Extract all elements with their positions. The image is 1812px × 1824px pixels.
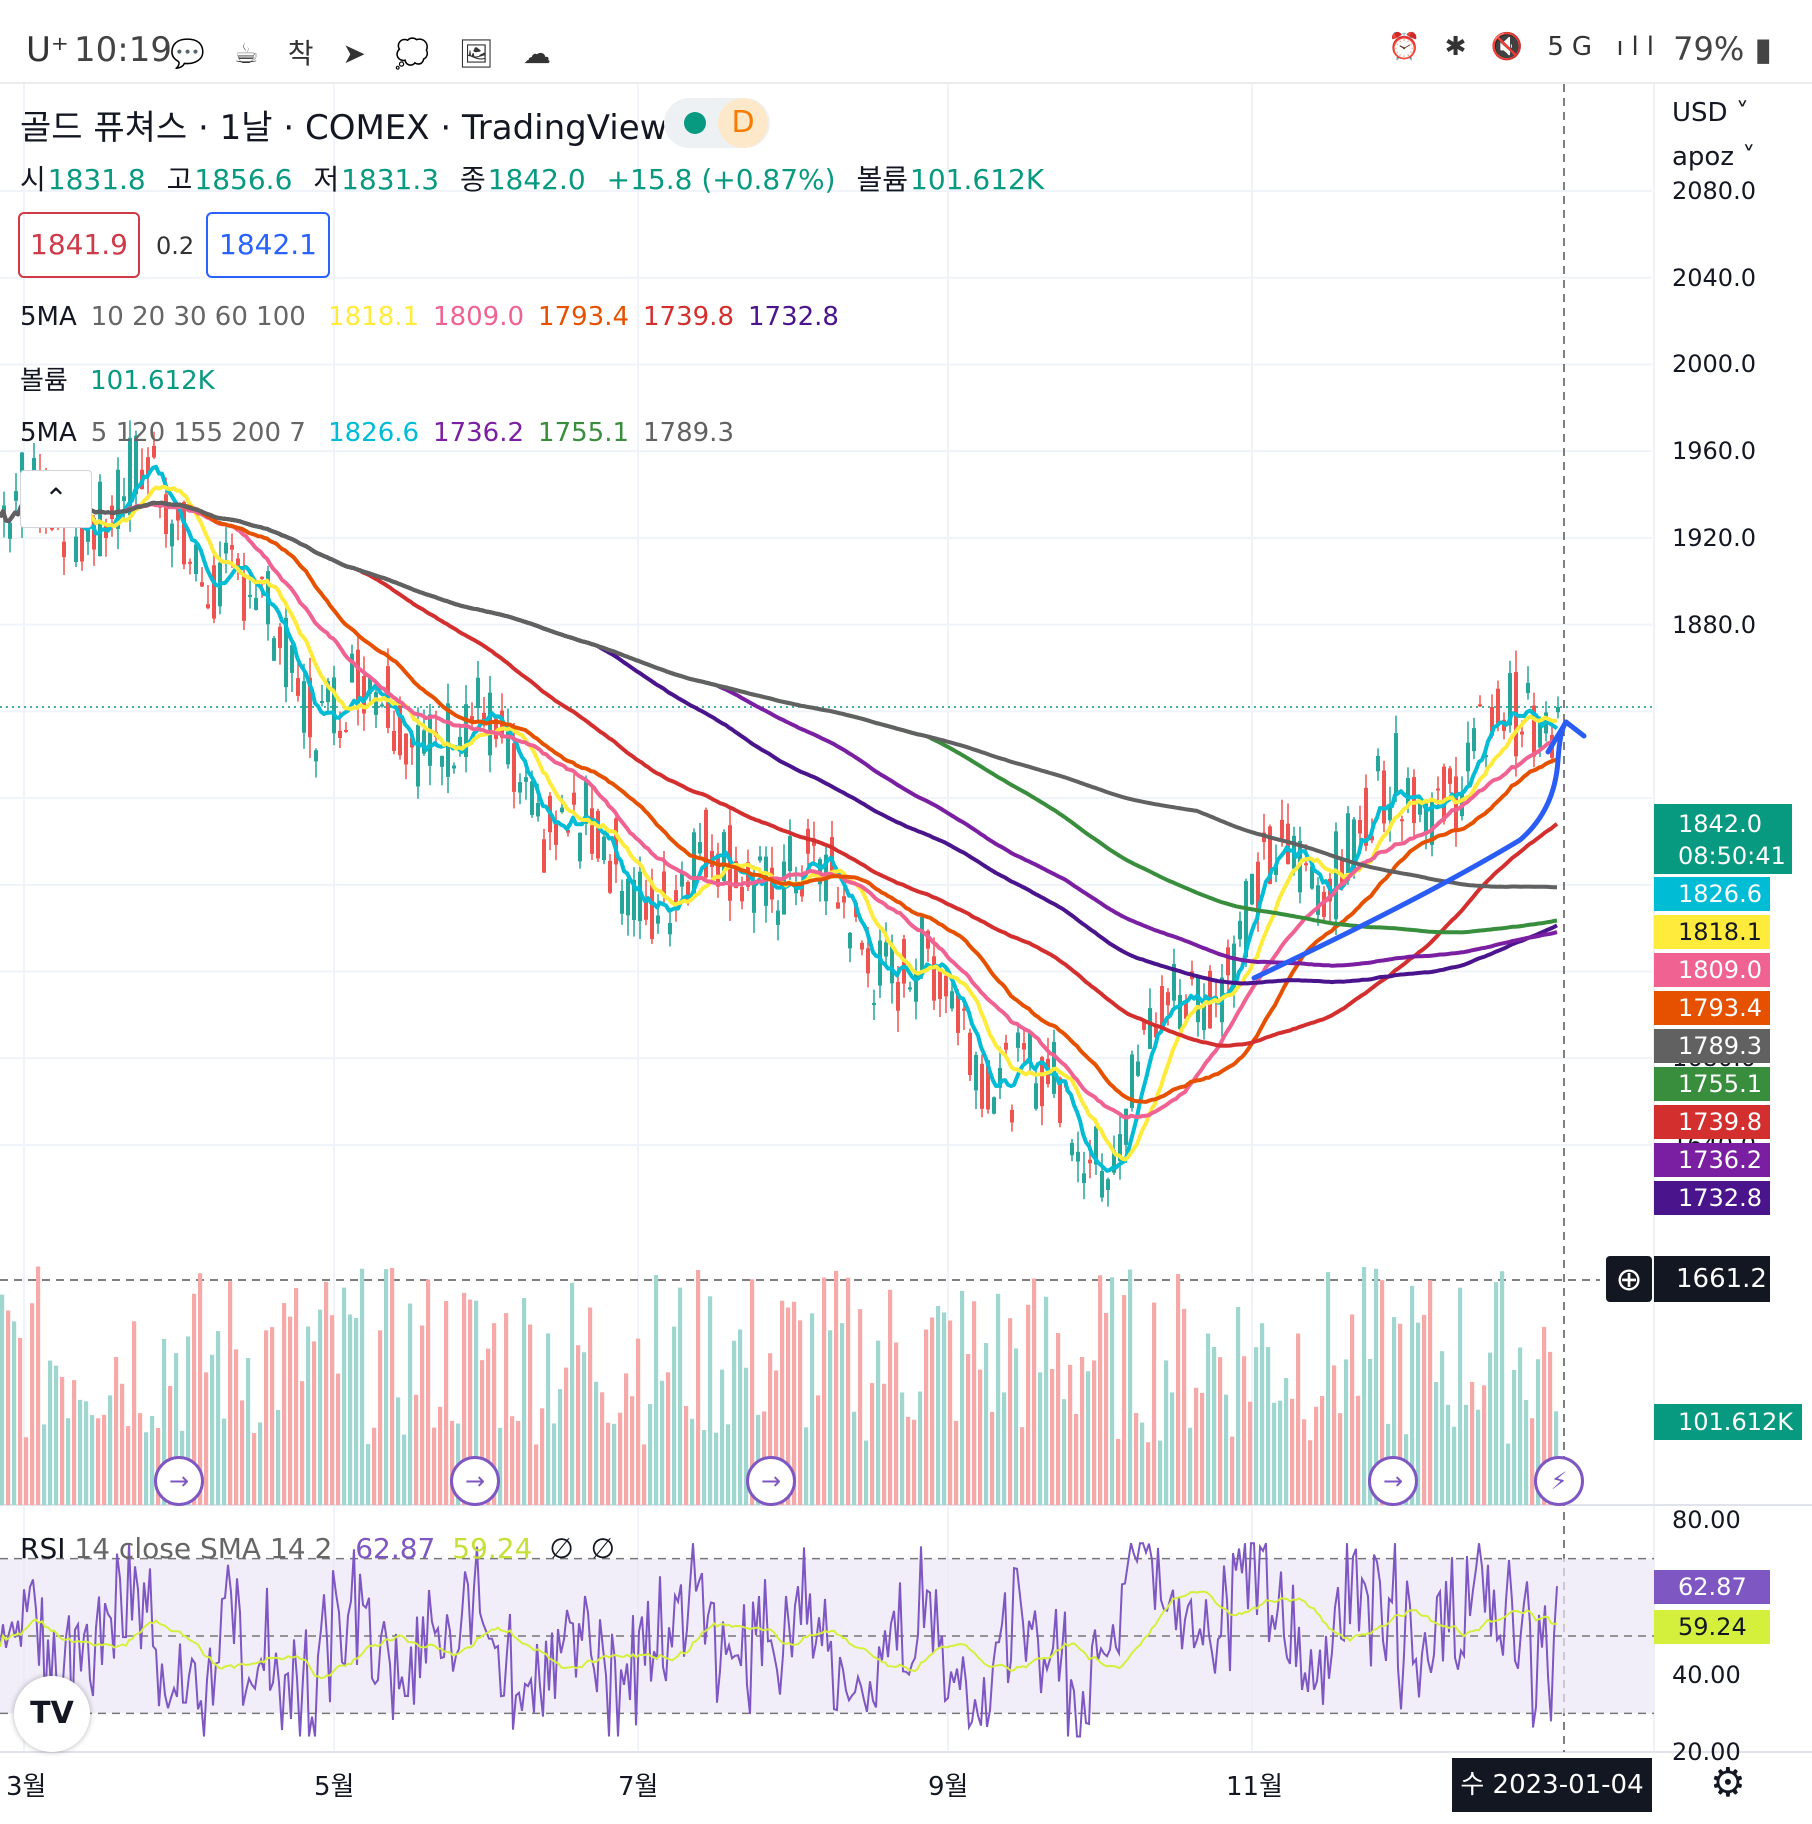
ma-price-tag: 1793.4 bbox=[1654, 991, 1770, 1025]
bar-countdown: 08:50:41 bbox=[1678, 842, 1786, 870]
rsi-na-2: ∅ bbox=[590, 1532, 616, 1565]
clock: 10:19 bbox=[74, 30, 172, 70]
rsi-sma-legend-value: 59.24 bbox=[452, 1532, 533, 1565]
ma-price-tag: 1818.1 bbox=[1654, 915, 1770, 949]
rsi-legend-name: RSI bbox=[20, 1532, 66, 1565]
volume-bars bbox=[0, 1266, 1559, 1505]
price-axis-label: 2000.0 bbox=[1672, 350, 1756, 379]
volume-legend[interactable]: 볼륨 101.612K bbox=[20, 360, 229, 397]
notification-icons: 💬 ☕ 착 ➤ 💭 🖼 ☁ bbox=[170, 37, 561, 70]
ma-price-tag: 1789.3 bbox=[1654, 1029, 1770, 1063]
ma-price-tag: 1736.2 bbox=[1654, 1143, 1770, 1177]
status-divider bbox=[0, 82, 1812, 84]
status-bar: U⁺ 10:19 💬 ☕ 착 ➤ 💭 🖼 ☁ ⏰ ✱ 🔇 5G ıll 79% … bbox=[0, 0, 1812, 84]
last-price-tag: 1842.0 08:50:41 bbox=[1654, 804, 1792, 874]
rsi-na-1: ∅ bbox=[549, 1532, 574, 1565]
system-icons: ⏰ ✱ 🔇 5G ıll bbox=[1388, 32, 1662, 62]
rsi-axis-label: 80.00 bbox=[1672, 1506, 1741, 1534]
time-axis-label: 9월 bbox=[928, 1772, 969, 1802]
ma-legend-1[interactable]: 5MA 10 20 30 60 100 1818.1 1809.0 1793.4 173… bbox=[20, 302, 867, 332]
ma-legend-1-params: 10 20 30 60 100 bbox=[90, 302, 306, 332]
ma-price-tag: 1739.8 bbox=[1654, 1105, 1770, 1139]
time-axis-label: 11월 bbox=[1226, 1772, 1284, 1802]
data-status-badge[interactable]: D bbox=[718, 98, 768, 148]
volume-price-tag: 101.612K bbox=[1654, 1404, 1802, 1440]
price-axis-label: 1960.0 bbox=[1672, 437, 1756, 466]
close-value: 1842.0 bbox=[487, 163, 586, 196]
ma-legend-value: 1818.1 bbox=[328, 302, 420, 332]
ma-legend-1-name: 5MA bbox=[20, 302, 77, 332]
ma-legend-value: 1755.1 bbox=[538, 418, 630, 448]
last-price: 1842.0 bbox=[1678, 810, 1762, 838]
volume-legend-value: 101.612K bbox=[90, 366, 215, 396]
time-axis-label: 5월 bbox=[314, 1772, 355, 1802]
ohlc-row: 시1831.8 고1856.6 저1831.3 종1842.0 +15.8 (+… bbox=[20, 158, 1056, 198]
low-value: 1831.3 bbox=[341, 163, 440, 196]
ma-price-tag: 1732.8 bbox=[1654, 1181, 1770, 1215]
open-value: 1831.8 bbox=[47, 163, 146, 196]
high-label: 고 bbox=[166, 163, 193, 196]
dividend-event-icon[interactable]: → bbox=[450, 1456, 500, 1506]
ma-legend-2[interactable]: 5MA 5 120 155 200 7 1826.6 1736.2 1755.1 178… bbox=[20, 418, 762, 448]
ma-legend-2-name: 5MA bbox=[20, 418, 77, 448]
add-alert-button[interactable]: ⊕ bbox=[1606, 1256, 1652, 1302]
chart-title[interactable]: 골드 퓨쳐스 · 1날 · COMEX · TradingView bbox=[20, 108, 668, 148]
ma-legend-value: 1736.2 bbox=[433, 418, 525, 448]
rsi-axis-label: 40.00 bbox=[1672, 1660, 1741, 1689]
rsi-legend-value: 62.87 bbox=[355, 1532, 436, 1565]
collapse-legend-button[interactable]: ⌃ bbox=[20, 470, 92, 528]
dividend-event-icon[interactable]: → bbox=[1368, 1456, 1418, 1506]
ma-price-tag: 1826.6 bbox=[1654, 877, 1770, 911]
time-axis-label: 7월 bbox=[618, 1772, 659, 1802]
price-axis-label: 2080.0 bbox=[1672, 177, 1756, 205]
sell-button[interactable]: 1841.9 bbox=[18, 212, 140, 278]
volume-legend-name: 볼륨 bbox=[20, 366, 68, 396]
low-label: 저 bbox=[313, 163, 340, 196]
rsi-value-tag: 59.24 bbox=[1654, 1610, 1770, 1644]
chart-canvas[interactable] bbox=[0, 84, 1812, 1824]
tradingview-logo-icon[interactable]: TV bbox=[14, 1676, 90, 1752]
lightning-event-icon[interactable]: ⚡ bbox=[1534, 1456, 1584, 1506]
user-menu[interactable]: apoz ˅ bbox=[1672, 142, 1756, 172]
crosshair-date-tag: 수 2023-01-04 bbox=[1452, 1758, 1652, 1812]
rsi-legend[interactable]: RSI 14 close SMA 14 2 62.87 59.24 ∅ ∅ bbox=[20, 1532, 615, 1565]
rsi-legend-params: 14 close SMA 14 2 bbox=[74, 1532, 333, 1565]
open-label: 시 bbox=[20, 163, 46, 196]
rsi-value-tag: 62.87 bbox=[1654, 1570, 1770, 1604]
volume-value: 101.612K bbox=[910, 163, 1045, 196]
ma-legend-value: 1826.6 bbox=[328, 418, 420, 448]
dividend-event-icon[interactable]: → bbox=[746, 1456, 796, 1506]
moving-average-lines bbox=[0, 464, 1559, 1173]
price-axis-label: 1920.0 bbox=[1672, 523, 1756, 552]
price-axis-label: 2040.0 bbox=[1672, 263, 1756, 292]
ma-price-tag: 1755.1 bbox=[1654, 1067, 1770, 1101]
chart-overlay bbox=[1251, 719, 1587, 981]
high-value: 1856.6 bbox=[194, 163, 293, 196]
crosshair-price-tag: 1661.2 bbox=[1654, 1256, 1770, 1302]
time-axis-label: 3월 bbox=[6, 1772, 47, 1802]
buy-button[interactable]: 1842.1 bbox=[206, 212, 330, 278]
settings-gear-icon[interactable]: ⚙ bbox=[1710, 1760, 1746, 1806]
ma-legend-value: 1809.0 bbox=[433, 302, 525, 332]
price-axis-label: 1880.0 bbox=[1672, 610, 1756, 639]
volume-label: 볼륨 bbox=[856, 163, 909, 196]
ma-legend-value: 1793.4 bbox=[538, 302, 630, 332]
ma-legend-value: 1732.8 bbox=[748, 302, 839, 332]
rsi-pane bbox=[0, 1542, 1654, 1738]
change-value: +15.8 (+0.87%) bbox=[606, 163, 836, 196]
market-open-dot bbox=[684, 112, 706, 134]
rsi-axis-label: 20.00 bbox=[1672, 1738, 1741, 1766]
currency-selector[interactable]: USD ˅ bbox=[1672, 98, 1749, 128]
ma-price-tag: 1809.0 bbox=[1654, 953, 1770, 987]
close-label: 종 bbox=[459, 163, 486, 196]
dividend-event-icon[interactable]: → bbox=[154, 1456, 204, 1506]
ma-legend-2-params: 5 120 155 200 7 bbox=[90, 418, 306, 448]
spread-value: 0.2 bbox=[156, 232, 195, 260]
ma-legend-value: 1739.8 bbox=[643, 302, 734, 332]
ma-legend-value: 1789.3 bbox=[643, 418, 734, 448]
battery-level: 79% ▮ bbox=[1673, 30, 1772, 68]
carrier-label: U⁺ bbox=[26, 30, 69, 70]
